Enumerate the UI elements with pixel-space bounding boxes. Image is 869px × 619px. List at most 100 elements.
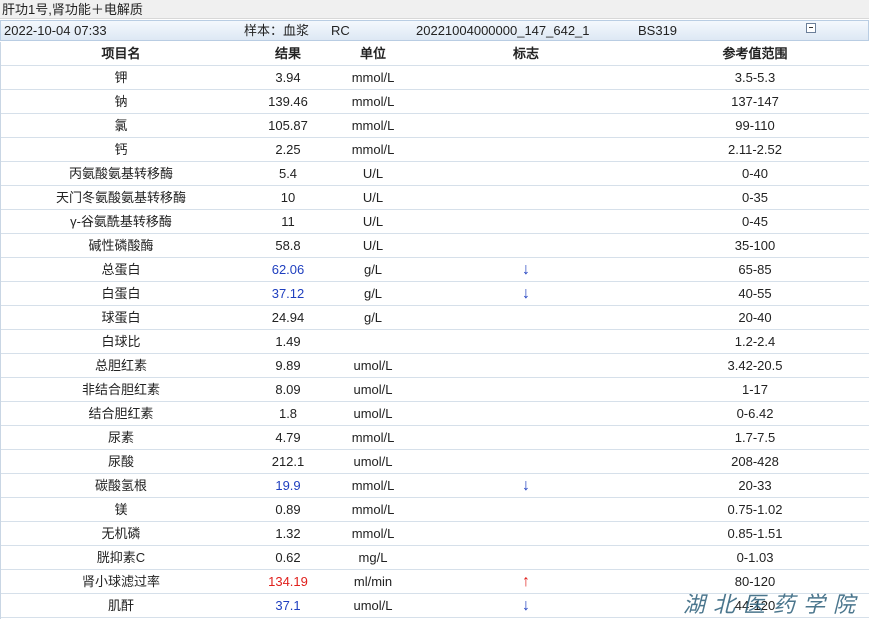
cell-unit: mmol/L: [351, 526, 395, 541]
cell-name: 白蛋白: [101, 286, 141, 301]
result-table: 项目名 结果 单位 标志 参考值范围钾 3.94 mmol/L 3.5-5.3 钠 139.46 m…: [0, 42, 869, 619]
cell-range: 0-35: [741, 190, 769, 205]
cell-result: 1.32: [275, 526, 301, 541]
cell-unit: mmol/L: [351, 478, 395, 493]
table-row: 钠 139.46 mmol/L 137-147: [1, 90, 869, 114]
cell-unit: umol/L: [353, 382, 393, 397]
cell-result: 105.87: [268, 118, 308, 133]
cell-unit: mg/L: [358, 550, 388, 565]
cell-name: 胱抑素C: [96, 550, 146, 565]
cell-name: 碳酸氢根: [94, 478, 148, 493]
cell-unit: U/L: [362, 238, 384, 253]
cell-name: γ-谷氨酰基转移酶: [70, 214, 172, 229]
cell-name: 钠: [114, 94, 128, 109]
cell-unit: g/L: [363, 286, 383, 301]
table-row: 无机磷 1.32 mmol/L 0.85-1.51: [1, 522, 869, 546]
column-header: 标志: [512, 46, 540, 61]
cell-name: 肌酐: [107, 598, 135, 613]
cell-name: 钙: [114, 142, 128, 157]
cell-range: 0-40: [741, 166, 769, 181]
instrument: BS319: [638, 23, 678, 38]
table-row: γ-谷氨酰基转移酶 11 U/L 0-45: [1, 210, 869, 234]
cell-flag: ↓: [522, 285, 530, 302]
cell-range: 0-1.03: [736, 550, 774, 565]
cell-flag: ↓: [522, 261, 530, 278]
cell-result: 1.49: [275, 334, 301, 349]
cell-result: 212.1: [271, 454, 305, 469]
cell-name: 氯: [114, 118, 128, 133]
table-row: 结合胆红素 1.8 umol/L 0-6.42: [1, 402, 869, 426]
cell-unit: mmol/L: [351, 118, 395, 133]
cell-name: 总蛋白: [101, 262, 141, 277]
cell-unit: g/L: [363, 262, 383, 277]
table-row: 镁 0.89 mmol/L 0.75-1.02: [1, 498, 869, 522]
cell-name: 碱性磷酸酶: [88, 238, 154, 253]
table-row: 球蛋白 24.94 g/L 20-40: [1, 306, 869, 330]
cell-result: 58.8: [275, 238, 301, 253]
cell-unit: umol/L: [353, 454, 393, 469]
code: RC: [331, 23, 350, 38]
cell-range: 208-428: [731, 454, 779, 469]
cell-result: 37.1: [275, 598, 301, 613]
cell-range: 1.7-7.5: [734, 430, 776, 445]
cell-unit: umol/L: [353, 598, 393, 613]
cell-range: 0.75-1.02: [727, 502, 783, 517]
cell-result: 4.79: [275, 430, 301, 445]
cell-result: 3.94: [275, 70, 301, 85]
cell-flag: ↑: [522, 573, 530, 590]
table-row: 胱抑素C 0.62 mg/L 0-1.03: [1, 546, 869, 570]
cell-unit: umol/L: [353, 406, 393, 421]
cell-result: 139.46: [268, 94, 308, 109]
table-row: 非结合胆红素 8.09 umol/L 1-17: [1, 378, 869, 402]
cell-range: 1-17: [741, 382, 769, 397]
cell-unit: U/L: [362, 166, 384, 181]
cell-unit: mmol/L: [351, 142, 395, 157]
column-header: 结果: [274, 46, 302, 61]
cell-result: 2.25: [275, 142, 301, 157]
cell-name: 总胆红素: [94, 358, 148, 373]
cell-range: 20-40: [738, 310, 772, 325]
cell-range: 20-33: [738, 478, 772, 493]
cell-unit: umol/L: [353, 358, 393, 373]
cell-range: 0-6.42: [736, 406, 774, 421]
cell-flag: ↓: [522, 477, 530, 494]
collapse-button[interactable]: [806, 23, 816, 33]
window-title: 肝功1号,肾功能＋电解质: [0, 0, 869, 19]
table-row: 尿酸 212.1 umol/L 208-428: [1, 450, 869, 474]
sample-type: 样本：血浆: [244, 23, 310, 38]
cell-result: 24.94: [271, 310, 305, 325]
cell-name: 结合胆红素: [88, 406, 154, 421]
table-row: 碱性磷酸酶 58.8 U/L 35-100: [1, 234, 869, 258]
cell-result: 37.12: [271, 286, 305, 301]
cell-name: 无机磷: [101, 526, 141, 541]
cell-range: 80-120: [734, 574, 776, 589]
cell-unit: mmol/L: [351, 502, 395, 517]
table-row: 总胆红素 9.89 umol/L 3.42-20.5: [1, 354, 869, 378]
cell-range: 3.5-5.3: [734, 70, 776, 85]
datetime: 2022-10-04 07:33: [4, 23, 107, 38]
header-row: 项目名 结果 单位 标志 参考值范围: [1, 42, 869, 66]
table-row: 丙氨酸氨基转移酶 5.4 U/L 0-40: [1, 162, 869, 186]
cell-result: 8.09: [275, 382, 301, 397]
cell-name: 镁: [114, 502, 128, 517]
cell-result: 62.06: [271, 262, 305, 277]
column-header: 参考值范围: [722, 46, 788, 61]
cell-result: 5.4: [278, 166, 298, 181]
cell-unit: mmol/L: [351, 430, 395, 445]
cell-range: 2.11-2.52: [728, 142, 782, 157]
cell-range: 44-120: [734, 598, 776, 613]
cell-range: 0.85-1.51: [727, 526, 783, 541]
cell-unit: ml/min: [353, 574, 393, 589]
table-row: 氯 105.87 mmol/L 99-110: [1, 114, 869, 138]
cell-result: 10: [280, 190, 296, 205]
cell-name: 肾小球滤过率: [81, 574, 161, 589]
cell-range: 35-100: [734, 238, 776, 253]
cell-name: 白球比: [101, 334, 141, 349]
cell-name: 球蛋白: [101, 310, 141, 325]
cell-result: 11: [281, 214, 295, 229]
cell-result: 134.19: [268, 574, 308, 589]
column-header: 单位: [359, 46, 387, 61]
cell-name: 尿素: [107, 430, 135, 445]
cell-name: 非结合胆红素: [81, 382, 161, 397]
